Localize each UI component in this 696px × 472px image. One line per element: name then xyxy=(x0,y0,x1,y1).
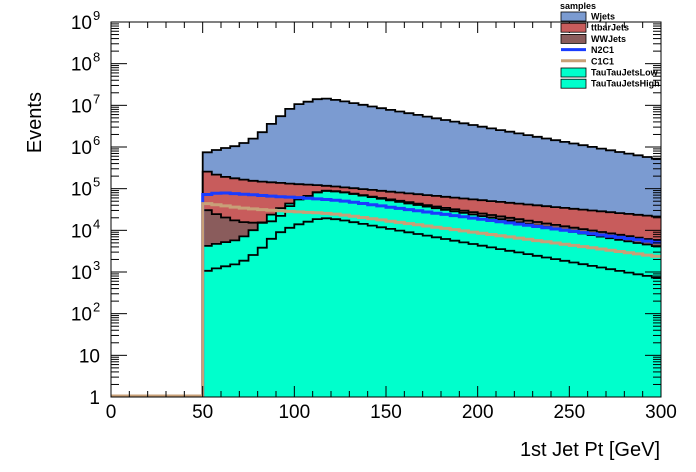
stack-outlines xyxy=(201,97,661,397)
legend-label-ttbarJets: ttbarJets xyxy=(591,23,629,33)
x-tick-label: 50 xyxy=(192,402,213,423)
y-tick-exponent: 4 xyxy=(93,216,100,231)
legend-label-TauTauJetsHigh: TauTauJetsHigh xyxy=(591,79,660,89)
y-tick-label: 10 xyxy=(71,180,92,201)
y-tick-exponent: 6 xyxy=(93,133,100,148)
y-tick-label: 10 xyxy=(71,13,92,34)
overlay-lines xyxy=(201,191,661,397)
y-tick-exponent: 9 xyxy=(93,8,100,23)
y-tick-label: 10 xyxy=(71,221,92,242)
x-tick-label: 150 xyxy=(370,402,402,423)
y-tick-label: 10 xyxy=(71,305,92,326)
y-tick-exponent: 3 xyxy=(93,258,100,273)
legend-label-N2C1: N2C1 xyxy=(591,45,614,55)
stack-fill-TauTauJetsHigh xyxy=(202,218,661,397)
stack-outline-WWJets xyxy=(201,189,661,397)
legend-swatch-TauTauJetsLow xyxy=(560,67,587,78)
x-tick-label: 250 xyxy=(553,402,585,423)
y-tick-label: 10 xyxy=(71,96,92,117)
y-tick-label: 1 xyxy=(89,388,100,409)
y-tick-label: 10 xyxy=(71,138,92,159)
stack-outline-ttbarJets xyxy=(201,170,661,397)
overlay-line-N2C1 xyxy=(201,191,661,397)
y-tick-label: 10 xyxy=(71,55,92,76)
legend-label-C1C1: C1C1 xyxy=(591,56,614,66)
legend-swatch-ttbarJets xyxy=(560,22,587,33)
legend-label-TauTauJetsLow: TauTauJetsLow xyxy=(591,68,659,78)
legend-swatch-Wjets xyxy=(560,11,587,22)
legend-label-Wjets: Wjets xyxy=(591,12,615,22)
y-tick-label: 10 xyxy=(79,346,100,367)
overlay-line-C1C1 xyxy=(201,202,661,397)
stack-outline-Wjets xyxy=(201,97,661,397)
y-tick-exponent: 7 xyxy=(93,91,100,106)
stack-outline-TauTauJetsHigh xyxy=(201,217,661,397)
x-tick-label: 100 xyxy=(278,402,310,423)
x-tick-label: 300 xyxy=(645,402,677,423)
y-tick-exponent: 5 xyxy=(93,175,100,190)
x-axis: 0 50 100 150 200 250 300 xyxy=(106,22,677,423)
legend-swatch-WWJets xyxy=(560,34,587,44)
x-axis-label: 1st Jet Pt [GeV] xyxy=(520,439,660,461)
y-tick-label: 10 xyxy=(71,263,92,284)
legend-title: samples xyxy=(560,1,596,11)
legend-swatch-TauTauJetsHigh xyxy=(560,78,587,89)
x-tick-label: 0 xyxy=(106,402,117,423)
y-tick-exponent: 2 xyxy=(93,300,100,315)
y-axis-label: Events xyxy=(24,92,46,153)
x-tick-label: 200 xyxy=(462,402,494,423)
legend-label-WWJets: WWJets xyxy=(591,34,626,44)
y-tick-exponent: 8 xyxy=(93,50,100,65)
